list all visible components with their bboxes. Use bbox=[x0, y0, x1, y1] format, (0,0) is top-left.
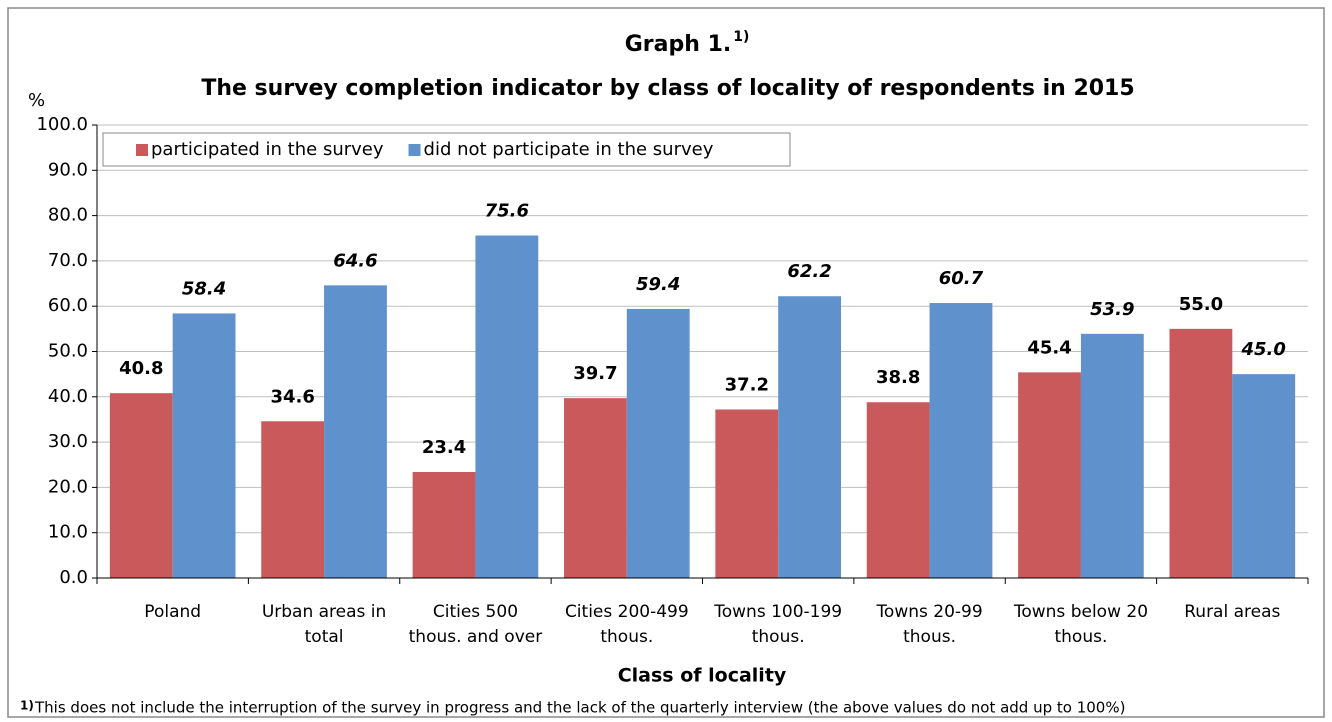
bar bbox=[1080, 333, 1144, 578]
x-tick-label: Cities 500 thous. and over bbox=[408, 602, 543, 647]
y-tick-label: 100.0 bbox=[36, 114, 88, 135]
bar bbox=[1169, 328, 1233, 578]
x-axis-label: Class of locality bbox=[618, 665, 787, 687]
value-label: 55.0 bbox=[1179, 294, 1223, 315]
bar bbox=[172, 313, 236, 578]
title-superscript: 1) bbox=[733, 29, 749, 45]
y-tick-label: 40.0 bbox=[48, 386, 88, 407]
bar bbox=[109, 393, 173, 578]
chart-subtitle: The survey completion indicator by class… bbox=[201, 76, 1134, 101]
y-tick-label: 30.0 bbox=[48, 431, 88, 452]
footnote-marker: 1) bbox=[20, 699, 34, 713]
value-label: 34.6 bbox=[270, 386, 314, 407]
legend-swatch bbox=[136, 144, 148, 156]
x-tick-label: Cities 200-499 thous. bbox=[564, 602, 689, 647]
value-label: 58.4 bbox=[182, 278, 226, 299]
y-tick-label: 70.0 bbox=[48, 250, 88, 271]
value-label: 38.8 bbox=[876, 367, 920, 388]
x-tick-label: Rural areas bbox=[1184, 602, 1281, 622]
value-label: 39.7 bbox=[573, 363, 617, 384]
x-tick-label: Urban areas in total bbox=[261, 602, 387, 647]
bar bbox=[261, 421, 325, 578]
footnote: This does not include the interruption o… bbox=[34, 699, 1125, 717]
value-label: 45.4 bbox=[1027, 337, 1071, 358]
legend-box bbox=[102, 132, 791, 167]
bar bbox=[866, 402, 930, 578]
value-label: 40.8 bbox=[119, 358, 163, 379]
y-tick-label: 80.0 bbox=[48, 205, 88, 226]
value-label: 62.2 bbox=[787, 261, 831, 282]
bar bbox=[778, 296, 842, 578]
x-tick-label: Towns 20-99 thous. bbox=[876, 602, 983, 647]
value-label: 53.9 bbox=[1090, 299, 1134, 320]
x-tick-label: Towns below 20 thous. bbox=[1013, 602, 1149, 647]
y-tick-label: 90.0 bbox=[48, 159, 88, 180]
bar bbox=[563, 398, 627, 578]
x-tick-label: Towns 100-199 thous. bbox=[714, 602, 843, 647]
y-tick-label: 0.0 bbox=[59, 567, 88, 588]
bar bbox=[1232, 374, 1296, 578]
legend-label: participated in the survey bbox=[151, 139, 384, 160]
bar bbox=[715, 409, 779, 578]
value-label: 45.0 bbox=[1241, 339, 1286, 360]
legend-swatch bbox=[408, 144, 421, 156]
y-tick-label: 10.0 bbox=[48, 522, 88, 543]
y-tick-label: 20.0 bbox=[48, 476, 88, 497]
bar bbox=[1018, 372, 1081, 578]
bar bbox=[929, 303, 993, 578]
value-label: 59.4 bbox=[636, 274, 680, 295]
y-tick-label: 50.0 bbox=[48, 341, 88, 362]
x-tick-label: Poland bbox=[144, 602, 202, 622]
y-axis-label: % bbox=[28, 90, 45, 111]
bar bbox=[324, 285, 387, 578]
bar bbox=[412, 471, 476, 578]
chart-title: Graph 1. bbox=[625, 32, 732, 57]
bar bbox=[626, 308, 690, 578]
value-label: 37.2 bbox=[725, 374, 769, 395]
y-tick-label: 60.0 bbox=[48, 295, 88, 316]
legend-label: did not participate in the survey bbox=[424, 139, 714, 160]
value-label: 75.6 bbox=[485, 201, 529, 222]
value-label: 60.7 bbox=[939, 268, 984, 289]
value-label: 23.4 bbox=[422, 437, 466, 458]
value-label: 64.6 bbox=[333, 250, 377, 271]
bar bbox=[475, 235, 539, 579]
